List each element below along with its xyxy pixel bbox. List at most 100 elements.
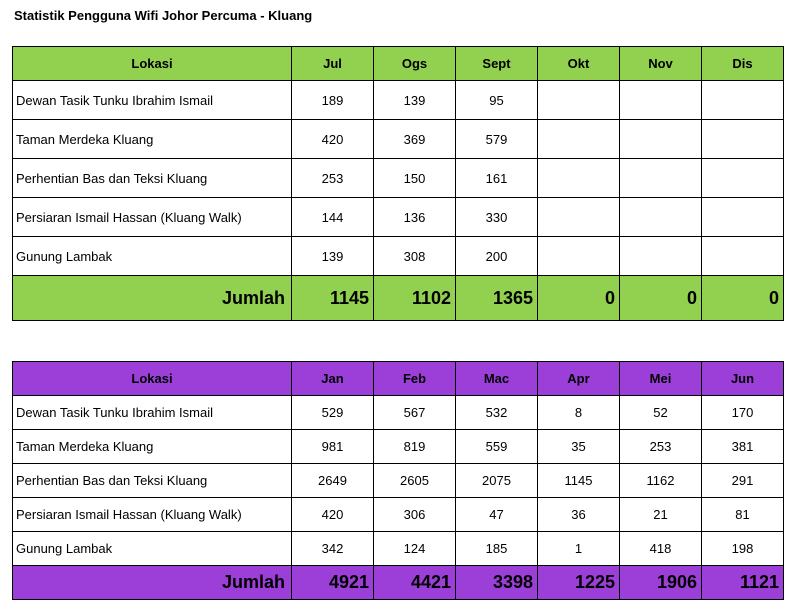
value-cell: 95 <box>455 80 538 120</box>
value-cell <box>701 119 784 159</box>
total-row: Jumlah 1145 1102 1365 0 0 0 <box>12 275 784 321</box>
value-cell: 144 <box>291 197 374 237</box>
header-month: Jan <box>291 361 374 396</box>
value-cell <box>701 236 784 276</box>
total-label: Jumlah <box>12 275 292 321</box>
value-cell: 136 <box>373 197 456 237</box>
header-month: Sept <box>455 46 538 81</box>
header-month: Apr <box>537 361 620 396</box>
page-title: Statistik Pengguna Wifi Johor Percuma - … <box>14 8 313 23</box>
total-cell: 1102 <box>373 275 456 321</box>
value-cell <box>537 158 620 198</box>
value-cell: 559 <box>455 429 538 464</box>
value-cell <box>619 236 702 276</box>
total-cell: 4921 <box>291 565 374 600</box>
location-cell: Dewan Tasik Tunku Ibrahim Ismail <box>12 395 292 430</box>
total-cell: 0 <box>537 275 620 321</box>
value-cell <box>537 197 620 237</box>
total-cell: 1121 <box>701 565 784 600</box>
header-month: Jul <box>291 46 374 81</box>
total-row: Jumlah 4921 4421 3398 1225 1906 1121 <box>12 565 784 600</box>
value-cell: 579 <box>455 119 538 159</box>
location-cell: Persiaran Ismail Hassan (Kluang Walk) <box>12 497 292 532</box>
total-label: Jumlah <box>12 565 292 600</box>
value-cell: 150 <box>373 158 456 198</box>
table-row: Perhentian Bas dan Teksi Kluang 253 150 161 <box>12 158 784 198</box>
value-cell: 381 <box>701 429 784 464</box>
value-cell: 529 <box>291 395 374 430</box>
location-cell: Perhentian Bas dan Teksi Kluang <box>12 158 292 198</box>
location-cell: Taman Merdeka Kluang <box>12 429 292 464</box>
value-cell: 532 <box>455 395 538 430</box>
value-cell: 200 <box>455 236 538 276</box>
value-cell: 567 <box>373 395 456 430</box>
value-cell: 124 <box>373 531 456 566</box>
value-cell <box>619 158 702 198</box>
value-cell: 161 <box>455 158 538 198</box>
value-cell: 819 <box>373 429 456 464</box>
value-cell: 369 <box>373 119 456 159</box>
value-cell: 139 <box>291 236 374 276</box>
table-row: Persiaran Ismail Hassan (Kluang Walk) 144… <box>12 197 784 237</box>
value-cell: 2649 <box>291 463 374 498</box>
table-row: Taman Merdeka Kluang 420 369 579 <box>12 119 784 159</box>
total-cell: 1225 <box>537 565 620 600</box>
value-cell: 52 <box>619 395 702 430</box>
value-cell: 21 <box>619 497 702 532</box>
header-month: Feb <box>373 361 456 396</box>
table-row: Gunung Lambak 342 124 185 1 418 198 <box>12 531 784 566</box>
value-cell: 139 <box>373 80 456 120</box>
table-jan-jun: Lokasi Jan Feb Mac Apr Mei Jun Dewan Tasik Tunk… <box>12 361 784 600</box>
value-cell <box>537 80 620 120</box>
value-cell: 330 <box>455 197 538 237</box>
value-cell: 189 <box>291 80 374 120</box>
header-lokasi: Lokasi <box>12 46 292 81</box>
value-cell: 291 <box>701 463 784 498</box>
total-cell: 4421 <box>373 565 456 600</box>
value-cell: 36 <box>537 497 620 532</box>
value-cell: 308 <box>373 236 456 276</box>
header-month: Ogs <box>373 46 456 81</box>
total-cell: 1365 <box>455 275 538 321</box>
header-month: Nov <box>619 46 702 81</box>
value-cell: 8 <box>537 395 620 430</box>
location-cell: Perhentian Bas dan Teksi Kluang <box>12 463 292 498</box>
value-cell: 81 <box>701 497 784 532</box>
value-cell: 198 <box>701 531 784 566</box>
total-cell: 1145 <box>291 275 374 321</box>
table-jul-dis: Lokasi Jul Ogs Sept Okt Nov Dis Dewan Tasik Tun… <box>12 46 784 321</box>
location-cell: Gunung Lambak <box>12 531 292 566</box>
header-month: Mac <box>455 361 538 396</box>
location-cell: Gunung Lambak <box>12 236 292 276</box>
value-cell <box>537 119 620 159</box>
value-cell <box>619 80 702 120</box>
value-cell <box>619 119 702 159</box>
value-cell: 185 <box>455 531 538 566</box>
header-month: Jun <box>701 361 784 396</box>
value-cell <box>701 158 784 198</box>
value-cell <box>537 236 620 276</box>
value-cell: 306 <box>373 497 456 532</box>
header-month: Dis <box>701 46 784 81</box>
total-cell: 0 <box>701 275 784 321</box>
location-cell: Dewan Tasik Tunku Ibrahim Ismail <box>12 80 292 120</box>
total-cell: 3398 <box>455 565 538 600</box>
header-month: Okt <box>537 46 620 81</box>
value-cell: 420 <box>291 119 374 159</box>
table-row: Gunung Lambak 139 308 200 <box>12 236 784 276</box>
header-row: Lokasi Jul Ogs Sept Okt Nov Dis <box>12 46 784 81</box>
value-cell: 418 <box>619 531 702 566</box>
value-cell <box>701 197 784 237</box>
value-cell: 981 <box>291 429 374 464</box>
table-row: Dewan Tasik Tunku Ibrahim Ismail 529 567 53… <box>12 395 784 430</box>
location-cell: Taman Merdeka Kluang <box>12 119 292 159</box>
value-cell: 1 <box>537 531 620 566</box>
value-cell: 1145 <box>537 463 620 498</box>
total-cell: 0 <box>619 275 702 321</box>
value-cell: 1162 <box>619 463 702 498</box>
value-cell: 342 <box>291 531 374 566</box>
value-cell: 253 <box>619 429 702 464</box>
header-lokasi: Lokasi <box>12 361 292 396</box>
table-row: Dewan Tasik Tunku Ibrahim Ismail 189 139 95 <box>12 80 784 120</box>
value-cell: 253 <box>291 158 374 198</box>
